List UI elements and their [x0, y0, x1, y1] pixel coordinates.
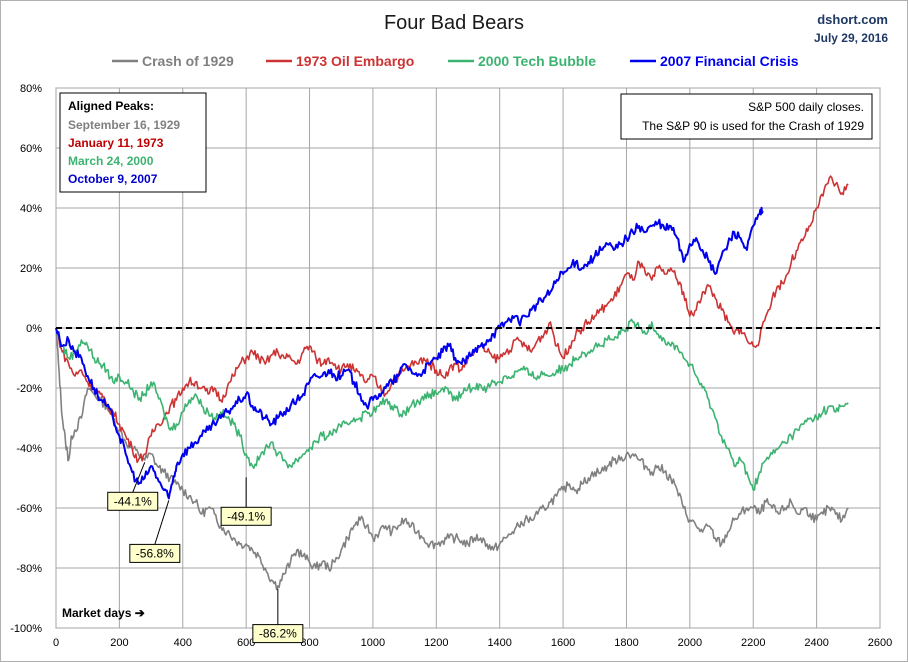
- callout-box: [220, 506, 272, 526]
- callout-box: [107, 491, 159, 511]
- x-tick-label: 2200: [741, 637, 765, 649]
- x-tick-label: 600: [237, 637, 255, 649]
- site-date: July 29, 2016: [813, 31, 888, 45]
- y-tick-label: 40%: [20, 203, 42, 215]
- y-tick-label: 60%: [20, 143, 42, 155]
- callout-label: -56.8%: [136, 546, 174, 560]
- legend-label-1: 1973 Oil Embargo: [296, 53, 414, 69]
- peaks-heading: Aligned Peaks:: [68, 99, 154, 113]
- y-tick-label: -20%: [16, 383, 42, 395]
- x-tick-label: 1600: [551, 637, 575, 649]
- site-name: dshort.com: [817, 12, 888, 27]
- note-line-2: The S&P 90 is used for the Crash of 1929: [642, 119, 864, 133]
- legend-label-3: 2007 Financial Crisis: [660, 53, 799, 69]
- x-tick-label: 400: [174, 637, 192, 649]
- legend-label-0: Crash of 1929: [142, 53, 234, 69]
- callout-box: [129, 543, 181, 563]
- series-line-0: [55, 327, 849, 591]
- y-tick-label: -40%: [16, 443, 42, 455]
- x-tick-label: 2400: [804, 637, 828, 649]
- callout-leader: [132, 462, 146, 493]
- legend: Crash of 1929 1973 Oil Embargo 2000 Tech B…: [112, 53, 799, 69]
- y-tick-label: -80%: [16, 563, 42, 575]
- peak-1973: January 11, 1973: [68, 136, 164, 150]
- callout-label: -44.1%: [114, 494, 152, 508]
- note-line-1: S&P 500 daily closes.: [748, 100, 864, 114]
- callout-label: -49.1%: [227, 509, 265, 523]
- y-tick-label: 0%: [26, 323, 42, 335]
- series-line-3: [55, 206, 764, 500]
- peak-1929: September 16, 1929: [68, 118, 180, 132]
- peak-2000: March 24, 2000: [68, 154, 154, 168]
- x-tick-label: 2600: [868, 637, 892, 649]
- axes: 0 200 400 600 800 1000 1200 1400 1600 1800 2000 220…: [10, 83, 892, 649]
- aligned-peaks-box: Aligned Peaks: September 16, 1929 Januar…: [59, 92, 207, 193]
- y-tick-label: 80%: [20, 83, 42, 95]
- chart-title: Four Bad Bears: [383, 12, 525, 34]
- x-tick-label: 1200: [424, 637, 448, 649]
- x-tick-label: 800: [300, 637, 318, 649]
- notes-box-border: [620, 93, 873, 140]
- peaks-box-border: [59, 92, 207, 193]
- peak-2007: October 9, 2007: [68, 172, 158, 186]
- notes-box: S&P 500 daily closes. The S&P 90 is used…: [620, 93, 873, 140]
- series-lines: [55, 175, 849, 591]
- x-tick-label: 200: [110, 637, 128, 649]
- y-tick-label: -60%: [16, 503, 42, 515]
- y-tick-label: 20%: [20, 263, 42, 275]
- x-axis-label: Market days ➔: [62, 606, 145, 620]
- series-line-2: [55, 318, 849, 491]
- callout-box: [252, 624, 304, 644]
- trough-callouts: -44.1% -56.8% -49.1% -86.2%: [107, 462, 304, 644]
- callout-label: -86.2%: [259, 627, 297, 641]
- y-tick-label: -100%: [10, 623, 42, 635]
- x-tick-label: 0: [53, 637, 59, 649]
- x-tick-label: 1800: [614, 637, 638, 649]
- x-tick-label: 1000: [361, 637, 385, 649]
- callout-leader: [154, 500, 170, 545]
- series-line-1: [55, 175, 849, 464]
- x-tick-label: 2000: [678, 637, 702, 649]
- legend-label-2: 2000 Tech Bubble: [478, 53, 596, 69]
- x-tick-label: 1400: [487, 637, 511, 649]
